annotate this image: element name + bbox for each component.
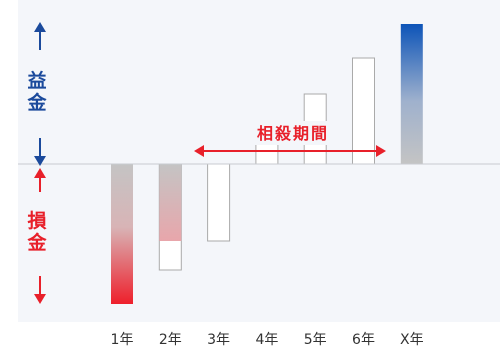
profit-side-label: 益 金 bbox=[22, 70, 52, 114]
bar bbox=[159, 164, 182, 241]
x-tick-label: 4年 bbox=[255, 332, 278, 348]
loss-label-char: 金 bbox=[27, 232, 47, 254]
x-tick-label: 6年 bbox=[352, 332, 375, 348]
x-tick-label: X年 bbox=[400, 332, 424, 348]
x-tick-label: 1年 bbox=[111, 332, 134, 348]
bar bbox=[207, 163, 231, 242]
profit-down-arrow-icon bbox=[34, 138, 46, 166]
bar bbox=[111, 164, 133, 304]
bar bbox=[255, 143, 279, 165]
x-tick-label: 5年 bbox=[304, 332, 327, 348]
offset-period-label: 相殺期間 bbox=[257, 124, 329, 143]
bar bbox=[400, 24, 423, 164]
loss-down-arrow-icon bbox=[34, 276, 46, 304]
x-tick-label: 3年 bbox=[207, 332, 230, 348]
profit-label-char: 益 bbox=[27, 70, 47, 92]
profit-up-arrow-icon bbox=[34, 22, 46, 50]
x-tick-label: 2年 bbox=[159, 332, 182, 348]
profit-label-char: 金 bbox=[27, 92, 47, 114]
bar bbox=[352, 57, 375, 165]
loss-side-label: 損 金 bbox=[22, 210, 52, 254]
loss-label-char: 損 bbox=[27, 210, 47, 232]
annotation-backdrop bbox=[250, 121, 336, 145]
loss-up-arrow-icon bbox=[34, 168, 46, 192]
offset-period-arrow bbox=[194, 145, 386, 157]
